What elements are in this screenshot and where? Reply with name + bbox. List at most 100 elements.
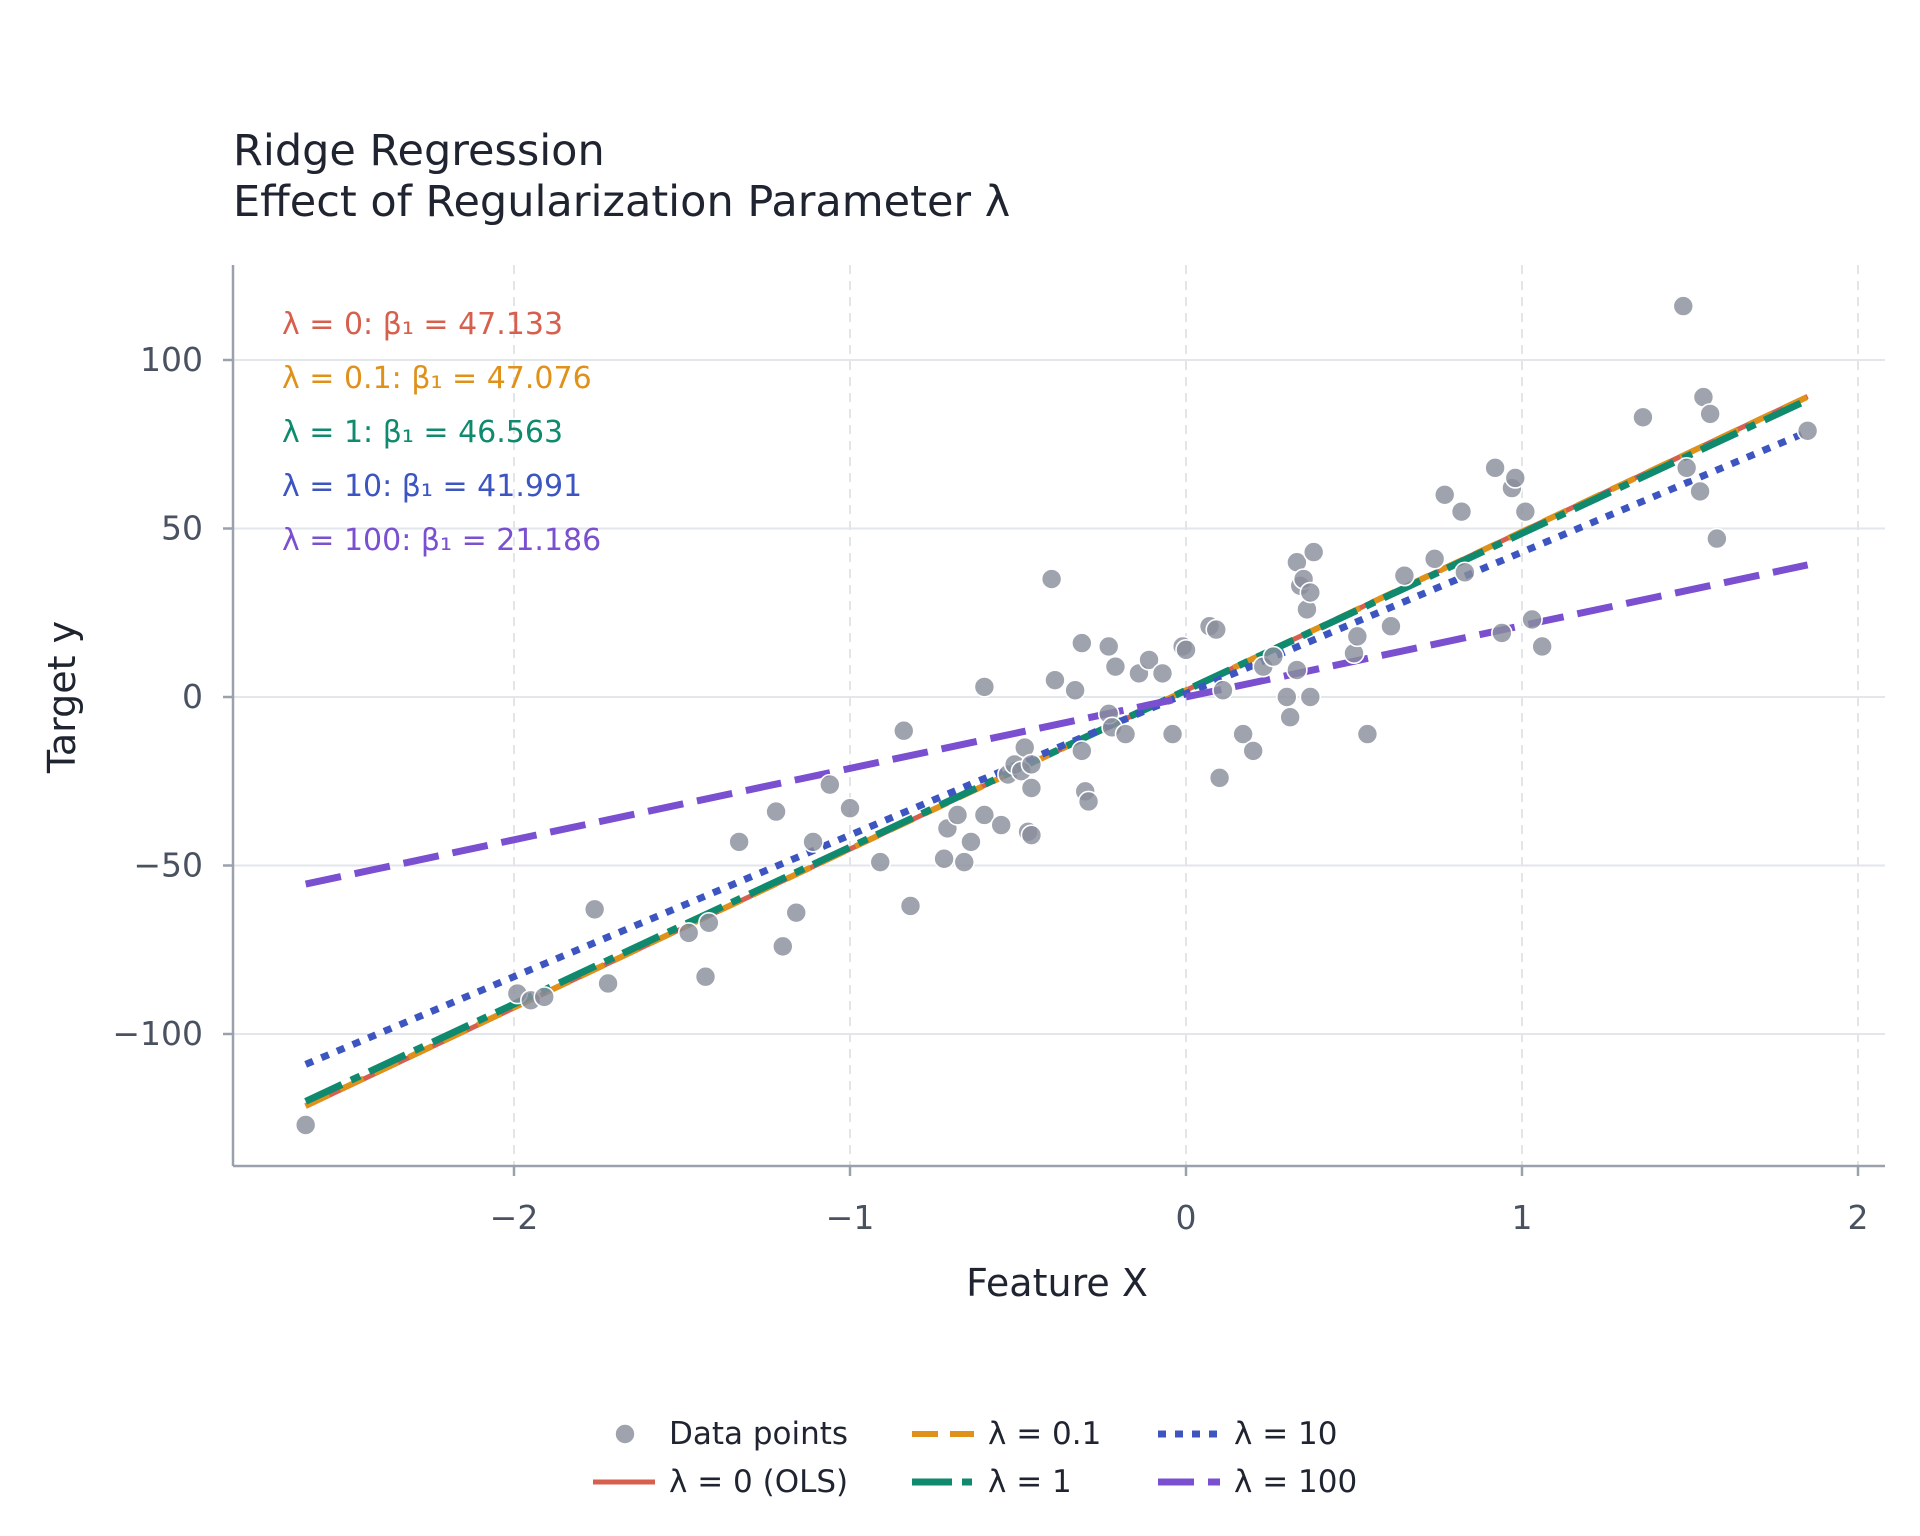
data-point (1138, 649, 1160, 671)
coefficient-annotations: λ = 0: β₁ = 47.133 λ = 0.1: β₁ = 47.076 λ … (282, 307, 601, 558)
regression-line (304, 561, 1809, 888)
data-point (1484, 457, 1506, 479)
coefficient-label: λ = 0: β₁ = 47.133 (282, 307, 563, 342)
x-tick-label: 0 (1176, 1198, 1197, 1237)
data-point (960, 831, 982, 853)
data-point (899, 895, 922, 917)
data-point (1299, 686, 1322, 708)
data-point (990, 814, 1013, 836)
data-point (1504, 467, 1527, 489)
data-point (1212, 679, 1234, 702)
data-point (1104, 655, 1127, 678)
x-axis-title: Feature X (966, 1261, 1148, 1305)
data-point (765, 800, 787, 823)
coefficient-label: λ = 1: β₁ = 46.563 (282, 415, 563, 450)
data-point (1632, 406, 1654, 429)
data-point (1299, 581, 1322, 604)
data-point (1205, 618, 1228, 641)
data-point (839, 797, 861, 820)
y-tick-label: −100 (112, 1014, 203, 1053)
data-point (1423, 548, 1446, 570)
regression-line (304, 396, 1810, 1105)
data-point (1040, 568, 1063, 590)
data-point (1302, 541, 1325, 563)
x-tick-label: 1 (1512, 1198, 1533, 1237)
data-point (698, 911, 720, 934)
data-point (1020, 824, 1043, 846)
data-point (533, 986, 556, 1008)
data-point (1077, 790, 1100, 813)
data-point (1064, 679, 1086, 702)
coefficient-label: λ = 0.1: β₁ = 47.076 (282, 361, 592, 396)
data-points (294, 295, 1819, 1136)
coefficient-label: λ = 10: β₁ = 41.991 (282, 469, 582, 504)
data-point (694, 965, 717, 988)
data-point (1531, 635, 1553, 658)
legend: Data points λ = 0 (OLS) λ = 0.1 λ = 1 λ = 10… (593, 1416, 1357, 1500)
legend-label: λ = 0 (OLS) (669, 1464, 848, 1500)
data-point (1699, 403, 1721, 425)
data-point (1356, 723, 1379, 745)
data-point (973, 676, 996, 698)
data-point (728, 831, 750, 853)
data-point (677, 922, 700, 944)
data-point (771, 935, 794, 958)
y-tick-label: −50 (133, 846, 203, 885)
data-point (1286, 659, 1308, 681)
data-point (1346, 625, 1369, 648)
data-point (1521, 608, 1543, 631)
axes (223, 265, 1885, 1176)
data-point (819, 773, 841, 796)
data-point (802, 831, 824, 853)
data-point (869, 851, 892, 873)
legend-label: λ = 10 (1234, 1416, 1337, 1452)
data-point (1262, 645, 1285, 668)
data-point (1279, 706, 1301, 729)
data-point (1276, 686, 1298, 708)
data-point (1020, 777, 1043, 799)
data-point (785, 901, 808, 924)
data-point (1242, 740, 1264, 762)
data-point (1044, 669, 1066, 691)
data-point (1208, 767, 1231, 789)
data-point (1450, 500, 1473, 523)
data-point (1161, 723, 1184, 745)
data-point (1097, 635, 1120, 658)
legend-label: λ = 100 (1234, 1464, 1357, 1500)
data-point (1071, 740, 1093, 762)
data-point (892, 719, 915, 742)
data-point (294, 1114, 317, 1136)
legend-label: Data points (669, 1416, 848, 1452)
y-tick-label: 100 (140, 340, 203, 379)
data-point (1175, 639, 1197, 661)
x-tick-label: −1 (826, 1198, 875, 1237)
data-point (1433, 483, 1456, 506)
chart-subtitle: Effect of Regularization Parameter λ (233, 177, 1010, 227)
data-point (1151, 662, 1174, 685)
data-point (1020, 753, 1043, 776)
y-axis-title: Target y (40, 621, 84, 774)
data-point (597, 972, 619, 995)
data-point (1454, 561, 1476, 584)
regression-lines (304, 394, 1810, 1109)
tick-labels: −2 −1 0 1 2 −100 −50 0 50 100 (112, 340, 1868, 1237)
data-point (1689, 480, 1711, 503)
legend-marker (614, 1423, 636, 1445)
data-point (583, 898, 606, 921)
coefficient-label: λ = 100: β₁ = 21.186 (282, 523, 601, 558)
data-point (1706, 527, 1728, 550)
data-point (973, 804, 996, 826)
data-point (933, 847, 955, 870)
legend-label: λ = 1 (988, 1464, 1072, 1500)
data-point (1232, 723, 1254, 745)
y-tick-label: 50 (161, 509, 203, 548)
data-point (1675, 457, 1698, 479)
x-tick-label: −2 (490, 1198, 539, 1237)
data-point (1796, 419, 1819, 442)
legend-label: λ = 0.1 (988, 1416, 1101, 1452)
data-point (1114, 723, 1137, 745)
data-point (1393, 564, 1416, 587)
chart-title: Ridge Regression (233, 126, 605, 176)
data-point (1672, 295, 1695, 317)
